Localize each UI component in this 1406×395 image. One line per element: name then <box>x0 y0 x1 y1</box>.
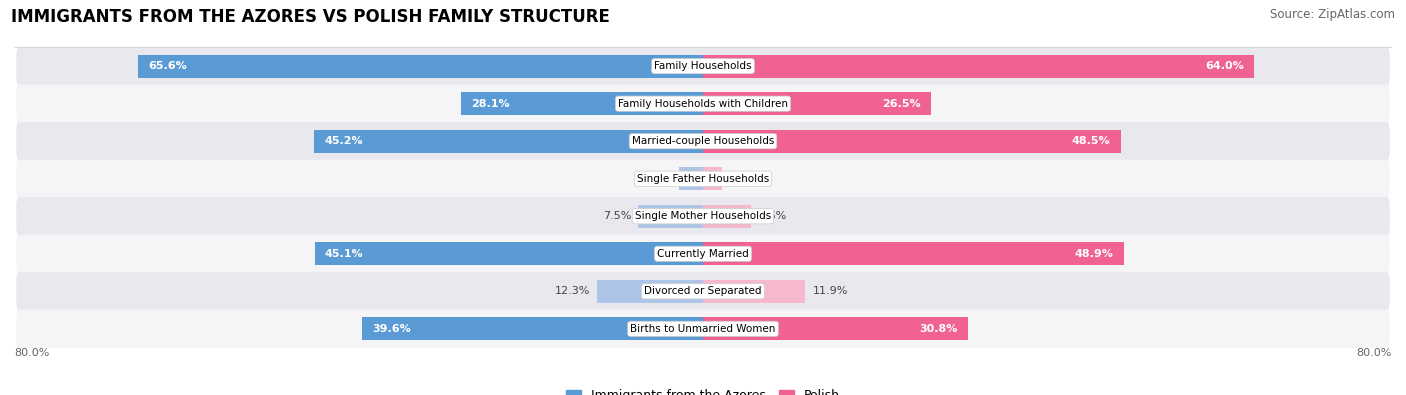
Text: Single Father Households: Single Father Households <box>637 174 769 184</box>
Text: 45.1%: 45.1% <box>325 249 364 259</box>
Bar <box>598 280 703 303</box>
Bar <box>638 205 703 228</box>
Text: 64.0%: 64.0% <box>1205 61 1244 71</box>
Bar <box>315 242 703 265</box>
Bar <box>314 130 703 153</box>
FancyBboxPatch shape <box>17 85 1389 123</box>
Text: 80.0%: 80.0% <box>14 348 49 357</box>
FancyBboxPatch shape <box>17 272 1389 310</box>
Text: Family Households: Family Households <box>654 61 752 71</box>
Text: 30.8%: 30.8% <box>920 324 957 334</box>
FancyBboxPatch shape <box>17 47 1389 85</box>
Text: 2.8%: 2.8% <box>644 174 672 184</box>
Bar <box>138 55 703 78</box>
Text: 5.6%: 5.6% <box>758 211 786 221</box>
Bar <box>703 167 721 190</box>
Text: Single Mother Households: Single Mother Households <box>636 211 770 221</box>
Bar <box>361 317 703 340</box>
Bar <box>703 130 1121 153</box>
Text: Births to Unmarried Women: Births to Unmarried Women <box>630 324 776 334</box>
Bar <box>703 92 931 115</box>
Text: Family Households with Children: Family Households with Children <box>619 99 787 109</box>
Text: 11.9%: 11.9% <box>813 286 848 296</box>
Text: 2.2%: 2.2% <box>728 174 758 184</box>
Text: 48.5%: 48.5% <box>1071 136 1111 146</box>
FancyBboxPatch shape <box>17 235 1389 273</box>
Text: 26.5%: 26.5% <box>882 99 921 109</box>
Bar <box>703 317 969 340</box>
Text: 48.9%: 48.9% <box>1076 249 1114 259</box>
Text: 80.0%: 80.0% <box>1357 348 1392 357</box>
Text: 12.3%: 12.3% <box>555 286 591 296</box>
Text: IMMIGRANTS FROM THE AZORES VS POLISH FAMILY STRUCTURE: IMMIGRANTS FROM THE AZORES VS POLISH FAM… <box>11 8 610 26</box>
FancyBboxPatch shape <box>17 197 1389 235</box>
Bar <box>703 55 1254 78</box>
Text: Married-couple Households: Married-couple Households <box>631 136 775 146</box>
FancyBboxPatch shape <box>17 122 1389 160</box>
FancyBboxPatch shape <box>17 310 1389 348</box>
Text: Divorced or Separated: Divorced or Separated <box>644 286 762 296</box>
Bar <box>703 242 1125 265</box>
Text: 45.2%: 45.2% <box>323 136 363 146</box>
Text: 28.1%: 28.1% <box>471 99 510 109</box>
Legend: Immigrants from the Azores, Polish: Immigrants from the Azores, Polish <box>561 384 845 395</box>
Bar <box>703 280 806 303</box>
Bar <box>679 167 703 190</box>
Text: 65.6%: 65.6% <box>149 61 187 71</box>
Text: 39.6%: 39.6% <box>373 324 411 334</box>
FancyBboxPatch shape <box>17 160 1389 198</box>
Bar <box>703 205 751 228</box>
Text: Source: ZipAtlas.com: Source: ZipAtlas.com <box>1270 8 1395 21</box>
Bar <box>461 92 703 115</box>
Text: Currently Married: Currently Married <box>657 249 749 259</box>
Text: 7.5%: 7.5% <box>603 211 631 221</box>
